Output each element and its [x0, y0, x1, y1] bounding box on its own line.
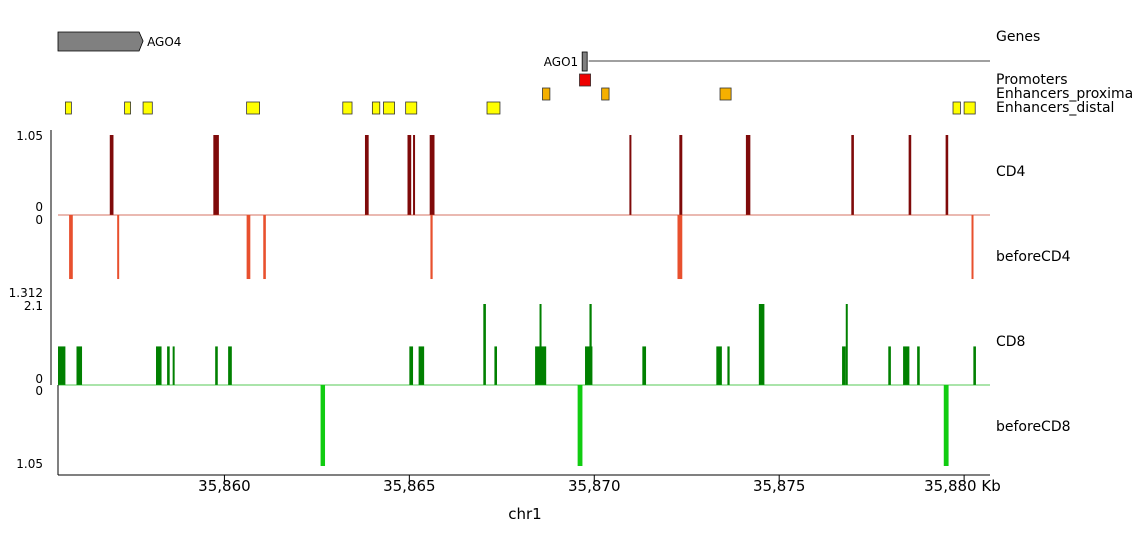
cd8-bar — [642, 346, 647, 385]
beforecd8-track-label: beforeCD8 — [996, 419, 1071, 435]
enhancers-distal-region — [952, 101, 961, 115]
gene-ago1-label: AGO1 — [544, 55, 578, 69]
cd8-track-label: CD8 — [996, 334, 1025, 350]
cd4-bar — [413, 135, 416, 215]
cd8-bar — [418, 346, 425, 385]
cd8-bar — [973, 346, 976, 385]
enhancers-distal-region — [342, 101, 353, 115]
enhancers-proximal-region — [542, 87, 551, 101]
x-axis-tick-label: 35,880 Kb — [924, 477, 1001, 495]
gene-ago1-exon — [581, 51, 588, 72]
beforecd8-bar — [577, 385, 583, 466]
x-axis-tick-label: 35,860 — [198, 477, 251, 495]
cd8-bar — [215, 346, 218, 385]
beforecd8-bar — [943, 385, 949, 466]
cd8-bar — [585, 346, 593, 385]
enhancers-distal-region — [486, 101, 501, 115]
beforecd4-bar — [117, 215, 120, 280]
enhancers-distal-region — [64, 101, 72, 115]
cd8-ymin-label: 0 — [35, 372, 43, 386]
cd8-bar — [167, 346, 170, 385]
gene-ago4-arrow — [57, 31, 144, 52]
cd4-bar — [213, 135, 219, 215]
cd4-track-label: CD4 — [996, 164, 1026, 180]
beforecd8-ymax-label: 1.05 — [16, 457, 43, 471]
cd8-ymax-label: 2.1 — [24, 299, 43, 313]
beforecd4-bar — [69, 215, 73, 280]
cd8-bar — [888, 346, 891, 385]
x-axis-tick-label: 35,865 — [383, 477, 436, 495]
cd8-bar — [903, 346, 910, 385]
cd8-bar — [917, 346, 920, 385]
cd4-bar — [364, 135, 369, 215]
enhancers-distal-region — [371, 101, 381, 115]
cd4-bar — [629, 135, 632, 215]
cd4-bar — [745, 135, 751, 215]
gene-ago4-label: AGO4 — [147, 35, 181, 49]
beforecd8-ymin-label: 0 — [35, 384, 43, 398]
beforecd4-ymax-label: 1.312 — [9, 286, 43, 300]
enhancers-proximal-region — [601, 87, 610, 101]
cd8-bar — [589, 304, 592, 385]
cd8-bar — [716, 346, 722, 385]
cd8-bar — [845, 304, 848, 385]
cd4-bar — [851, 135, 854, 215]
enhancers-distal-region — [142, 101, 153, 115]
cd4-bar — [429, 135, 435, 215]
cd8-bar — [156, 346, 162, 385]
enhancers-distal-region — [246, 101, 260, 115]
beforecd4-bar — [430, 215, 433, 280]
cd8-bar — [758, 304, 765, 385]
x-axis: chr1 35,860 35,865 35,870 35,875 35,880 Kb — [57, 385, 1001, 523]
cd8-bar — [228, 346, 232, 385]
cd4-bar — [407, 135, 412, 215]
beforecd4-bar — [246, 215, 251, 280]
x-axis-title: chr1 — [508, 505, 541, 523]
cd8-bar — [494, 346, 498, 385]
enhancers-distal-region — [383, 101, 395, 115]
beforecd4-ymin-label: 0 — [35, 213, 43, 227]
beforecd4-bar — [677, 215, 683, 280]
cd8-bar — [483, 304, 486, 385]
cd4-bar — [945, 135, 949, 215]
regions-track: Promoters Enhancers_proximal Enhancers_d… — [64, 72, 1133, 116]
promoters-track-label: Promoters — [996, 72, 1068, 88]
cd8-bar — [539, 304, 542, 385]
genes-track-label: Genes — [996, 29, 1040, 45]
cd4-bar — [908, 135, 912, 215]
beforecd4-track-label: beforeCD4 — [996, 249, 1071, 265]
cd8-bar — [727, 346, 730, 385]
cd8-bar — [409, 346, 414, 385]
cd4-bar — [679, 135, 683, 215]
x-axis-tick-label: 35,875 — [753, 477, 806, 495]
cd8-bar — [76, 346, 83, 385]
enhancers-distal-region — [963, 101, 976, 115]
genes-track: AGO4 AGO1 Genes — [57, 29, 1040, 72]
beforecd4-bar — [263, 215, 266, 280]
signal-tracks: 1.05 0 CD4 0 1.312 beforeCD4 2.1 0 CD8 0… — [9, 129, 1071, 471]
cd8-bar — [58, 346, 66, 385]
beforecd4-bar — [971, 215, 974, 280]
cd8-bar — [842, 346, 846, 385]
cd4-ymax-label: 1.05 — [16, 129, 43, 143]
enhancers-proximal-region — [719, 87, 732, 101]
cd4-ymin-label: 0 — [35, 200, 43, 214]
enhancers-distal-region — [405, 101, 418, 115]
enhancers-distal-track-label: Enhancers_distal — [996, 100, 1114, 116]
beforecd8-bar — [320, 385, 326, 466]
enhancers-proximal-track-label: Enhancers_proximal — [996, 86, 1133, 102]
promoters-region — [579, 73, 591, 87]
enhancers-distal-region — [124, 101, 131, 115]
x-axis-tick-label: 35,870 — [568, 477, 621, 495]
cd8-bar — [172, 346, 175, 385]
cd4-bar — [109, 135, 114, 215]
